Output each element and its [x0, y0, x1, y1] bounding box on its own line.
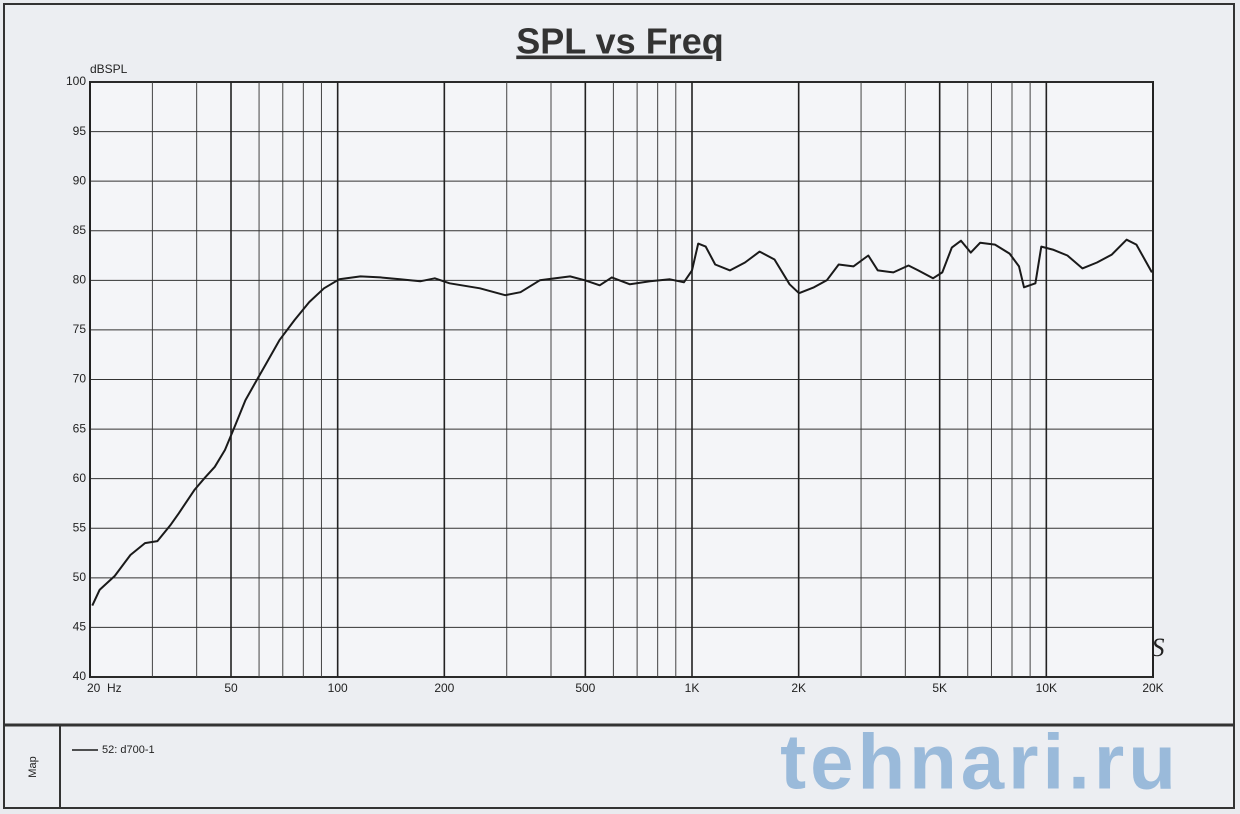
legend-label: 52: d700-1 [102, 744, 155, 756]
x-tick-label: 20K [1142, 681, 1163, 695]
x-tick-label: 1K [685, 681, 700, 695]
y-tick-label: 65 [73, 421, 87, 435]
y-tick-label: 85 [73, 223, 87, 237]
x-tick-label: 500 [575, 681, 595, 695]
watermark: tehnari.ru [780, 718, 1180, 806]
x-tick-label: 200 [434, 681, 454, 695]
legend-title: Map [27, 756, 39, 777]
chart-title: SPL vs Freq [516, 21, 723, 62]
y-tick-label: 70 [73, 372, 87, 386]
y-tick-label: 95 [73, 124, 87, 138]
y-tick-label: 40 [73, 669, 87, 683]
x-tick-label: 20 Hz [87, 681, 122, 695]
y-tick-label: 100 [66, 74, 86, 88]
data-line [91, 238, 1153, 607]
x-tick-label: 2K [791, 681, 806, 695]
y-axis-label: dBSPL [90, 62, 128, 76]
x-tick-label: 50 [224, 681, 238, 695]
x-tick-label: 5K [932, 681, 947, 695]
y-tick-label: 45 [73, 620, 87, 634]
y-tick-label: 80 [73, 273, 87, 287]
y-tick-label: 60 [73, 471, 87, 485]
y-tick-label: 90 [73, 173, 87, 187]
x-tick-label: 10K [1036, 681, 1057, 695]
x-tick-label: 100 [328, 681, 348, 695]
y-tick-label: 75 [73, 322, 87, 336]
y-tick-label: 50 [73, 570, 87, 584]
y-tick-label: 55 [73, 520, 87, 534]
